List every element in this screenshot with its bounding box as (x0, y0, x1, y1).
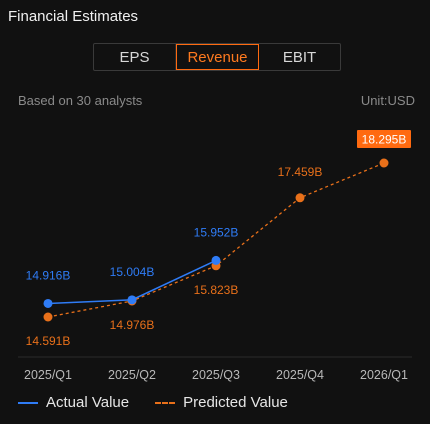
actual-legend-label: Actual Value (46, 394, 130, 411)
unit-label: Unit:USD (360, 93, 415, 108)
predicted-data-label: 17.459B (278, 165, 323, 179)
predicted-legend-label: Predicted Value (183, 394, 288, 411)
predicted-data-label: 15.823B (194, 283, 239, 297)
x-tick-label: 2025/Q1 (24, 368, 72, 382)
tab-ebit[interactable]: EBIT (282, 48, 317, 66)
highlight-label-badge (357, 130, 411, 148)
actual-point (127, 295, 137, 305)
actual-point (43, 298, 53, 308)
predicted-data-label: 14.591B (26, 334, 71, 348)
panel-title: Financial Estimates (8, 8, 139, 25)
actual-point (211, 255, 221, 265)
metric-tabs: EPS Revenue EBIT (93, 43, 341, 71)
predicted-legend-swatch (155, 401, 176, 404)
analyst-count: Based on 30 analysts (18, 93, 143, 108)
tab-eps[interactable]: EPS (94, 44, 176, 70)
predicted-point (379, 158, 389, 168)
x-tick-label: 2026/Q1 (360, 368, 408, 382)
actual-data-label: 15.004B (110, 265, 155, 279)
predicted-point (43, 312, 53, 322)
x-tick-label: 2025/Q3 (192, 368, 240, 382)
predicted-point (295, 193, 305, 203)
x-tick-label: 2025/Q4 (276, 368, 324, 382)
actual-data-label: 15.952B (194, 225, 239, 239)
chart-legend: Actual Value Predicted Value (18, 394, 288, 411)
actual-data-label: 14.916B (26, 268, 71, 282)
predicted-data-label: 14.976B (110, 318, 155, 332)
actual-legend-swatch (18, 401, 38, 404)
tab-revenue[interactable]: Revenue (176, 44, 259, 70)
x-tick-label: 2025/Q2 (108, 368, 156, 382)
predicted-data-label: 18.295B (362, 133, 407, 147)
